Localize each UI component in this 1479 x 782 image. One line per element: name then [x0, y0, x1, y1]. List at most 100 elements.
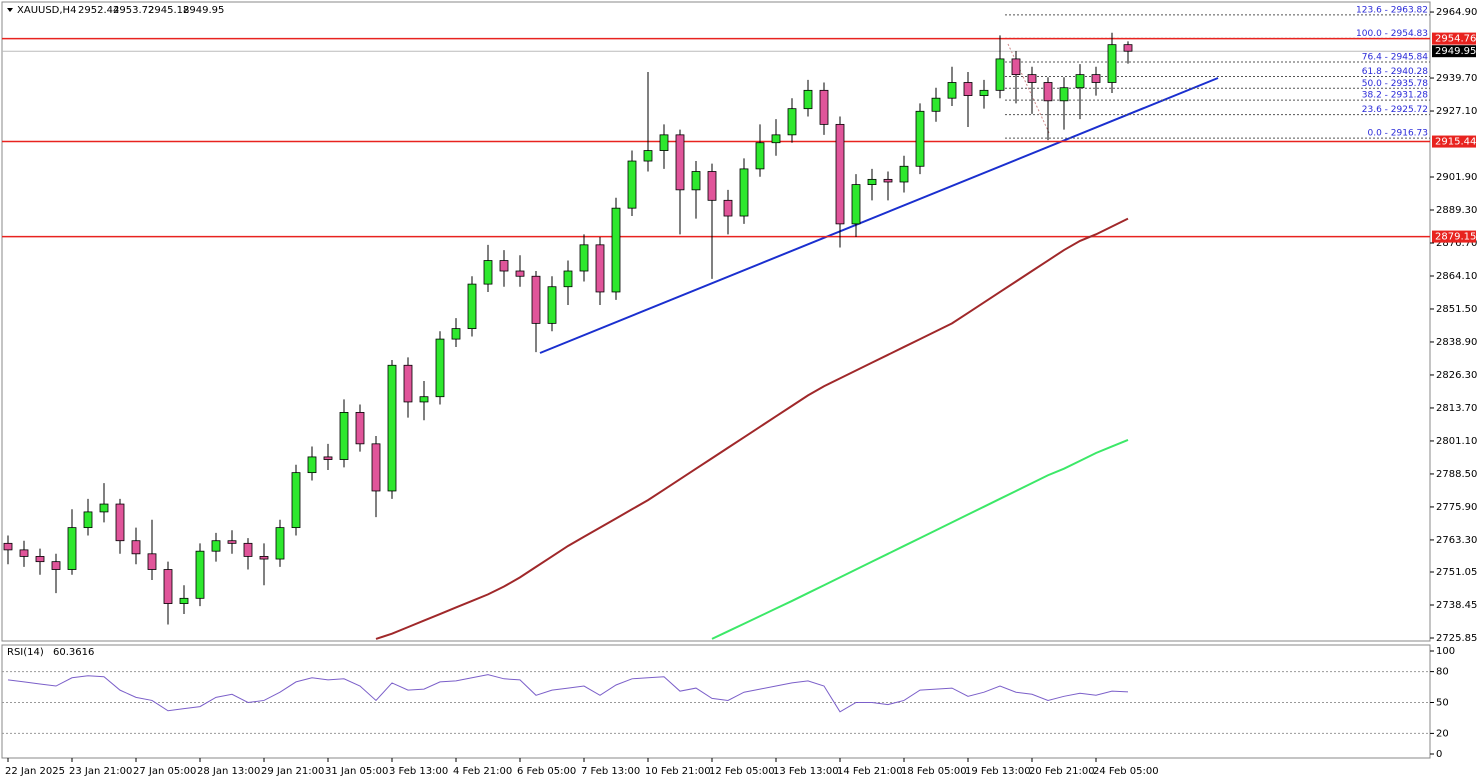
candle-body	[883, 178, 893, 183]
main-pane-border	[1, 1, 1431, 642]
candle-body	[179, 597, 189, 604]
candle-body	[371, 443, 381, 492]
candle-body	[291, 472, 301, 529]
candle-body	[1011, 58, 1021, 76]
candle-body	[675, 134, 685, 191]
candle-body	[707, 171, 717, 201]
candle-body	[659, 134, 669, 151]
candle-body	[195, 550, 205, 599]
candle-body	[835, 123, 845, 225]
x-tick-label: 14 Feb 21:00	[837, 766, 903, 777]
candle-body	[963, 82, 973, 96]
y-tick-label: 2725.85	[1436, 633, 1477, 644]
y-tick-label: 2964.90	[1436, 7, 1477, 18]
candle-body	[819, 89, 829, 125]
fib-label: 61.8 - 2940.28	[1362, 67, 1428, 77]
candle-body	[643, 150, 653, 162]
rsi-y-tick-label: 100	[1436, 646, 1455, 657]
candle-body	[451, 328, 461, 340]
y-tick-label: 2788.50	[1436, 469, 1477, 480]
header-low: 2945.18	[148, 5, 189, 16]
candle-body	[51, 561, 61, 570]
rsi-pane-border	[1, 644, 1431, 759]
price-badge	[1432, 230, 1476, 243]
x-tick-label: 7 Feb 13:00	[581, 766, 640, 777]
candle-body	[595, 244, 605, 293]
symbol-title: XAUUSD,H4	[17, 5, 76, 16]
x-tick-label: 28 Jan 13:00	[197, 766, 260, 777]
candle-body	[339, 412, 349, 460]
y-tick-label: 2801.10	[1436, 436, 1477, 447]
candle-body	[387, 364, 397, 492]
y-tick-label: 2851.50	[1436, 304, 1477, 315]
candle-body	[947, 82, 957, 99]
header-close: 2949.95	[183, 5, 224, 16]
candle-body	[1123, 44, 1133, 52]
candle-body	[115, 503, 125, 542]
x-tick-label: 18 Feb 05:00	[901, 766, 967, 777]
y-tick-label: 2813.70	[1436, 403, 1477, 414]
header-high: 2953.72	[113, 5, 154, 16]
candle-body	[627, 160, 637, 209]
rsi-y-tick-label: 20	[1436, 728, 1449, 739]
candle-body	[211, 540, 221, 552]
main-plot	[2, 14, 1430, 640]
y-tick-label: 2901.90	[1436, 172, 1477, 183]
candle-body	[515, 270, 525, 277]
candle-body	[1075, 74, 1085, 89]
rsi-value: 60.3616	[53, 647, 94, 658]
candle-body	[979, 89, 989, 96]
candle-body	[755, 142, 765, 170]
y-tick-label: 2775.90	[1436, 502, 1477, 513]
candle-body	[467, 283, 477, 330]
candle-body	[483, 260, 493, 285]
candle-body	[691, 171, 701, 191]
candle-body	[131, 540, 141, 555]
candle-body	[147, 553, 157, 570]
candle-body	[803, 89, 813, 110]
x-tick-label: 20 Feb 21:00	[1029, 766, 1095, 777]
candle-body	[787, 108, 797, 136]
fib-label: 76.4 - 2945.84	[1362, 52, 1428, 62]
fib-label: 50.0 - 2935.78	[1362, 79, 1428, 89]
candle-body	[915, 110, 925, 167]
x-tick-label: 19 Feb 13:00	[965, 766, 1031, 777]
fib-label: 100.0 - 2954.83	[1356, 29, 1428, 39]
candle-body	[99, 503, 109, 513]
moving-average	[711, 438, 1129, 640]
candle-body	[435, 338, 445, 398]
candle-body	[227, 540, 237, 544]
candle-body	[531, 275, 541, 324]
y-tick-label: 2876.70	[1436, 238, 1477, 249]
x-tick-label: 27 Jan 05:00	[133, 766, 196, 777]
candle-body	[499, 260, 509, 272]
candle-body	[995, 58, 1005, 91]
candle-body	[3, 542, 13, 551]
fib-label: 0.0 - 2916.73	[1368, 129, 1429, 139]
candle-body	[243, 542, 253, 557]
rsi-line	[7, 674, 1129, 713]
header-open: 2952.44	[78, 5, 119, 16]
candle-body	[275, 527, 285, 560]
collapse-arrow[interactable]	[7, 8, 13, 12]
candle-body	[419, 396, 429, 403]
candle-body	[323, 456, 333, 460]
trend-line	[539, 77, 1219, 354]
candle-body	[579, 244, 589, 272]
candle-body	[547, 286, 557, 324]
rsi-y-tick-label: 0	[1436, 749, 1442, 760]
y-tick-label: 2939.70	[1436, 73, 1477, 84]
x-tick-label: 6 Feb 05:00	[517, 766, 576, 777]
candle-body	[899, 165, 909, 183]
x-tick-label: 24 Feb 05:00	[1093, 766, 1159, 777]
candle-body	[563, 270, 573, 288]
candle-body	[1091, 74, 1101, 83]
fib-label: 123.6 - 2963.82	[1356, 5, 1428, 15]
x-tick-label: 10 Feb 21:00	[645, 766, 711, 777]
y-tick-label: 2826.30	[1436, 370, 1477, 381]
x-tick-label: 4 Feb 21:00	[453, 766, 512, 777]
x-tick-label: 23 Jan 21:00	[69, 766, 132, 777]
price-badge-label: 2915.44	[1435, 137, 1476, 148]
x-tick-label: 31 Jan 05:00	[325, 766, 388, 777]
